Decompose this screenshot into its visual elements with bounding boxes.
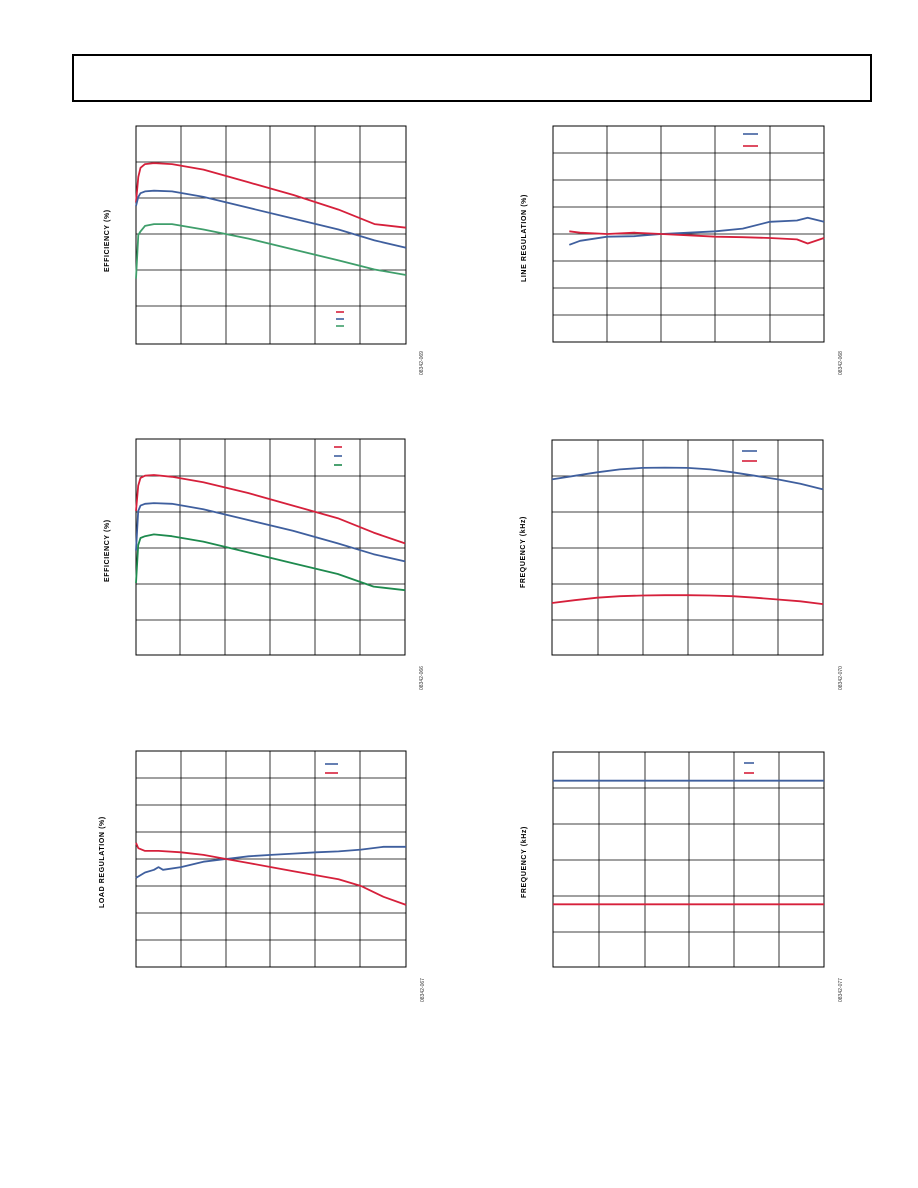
series-line-blue bbox=[568, 216, 825, 246]
plot-frame bbox=[135, 750, 407, 968]
figure-code: 08342-070 bbox=[838, 666, 844, 690]
series-line-red bbox=[135, 162, 407, 229]
y-axis-label: EFFICIENCY (%) bbox=[104, 519, 111, 582]
series-line-blue bbox=[135, 189, 407, 249]
plot-frame bbox=[552, 751, 825, 968]
frequency-chart-1 bbox=[551, 439, 824, 656]
figure-code: 08342-069 bbox=[419, 351, 425, 375]
plot-frame bbox=[135, 125, 407, 345]
figure-code: 08342-066 bbox=[419, 666, 425, 690]
series-line-red bbox=[135, 842, 407, 906]
y-axis-label: EFFICIENCY (%) bbox=[104, 209, 111, 272]
series-line-blue bbox=[551, 466, 824, 491]
figure-code: 08342-077 bbox=[838, 978, 844, 1002]
series-line-blue bbox=[135, 502, 406, 563]
chart-svg bbox=[135, 438, 406, 656]
plot-frame bbox=[552, 125, 825, 343]
y-axis-label: FREQUENCY (kHz) bbox=[520, 516, 527, 588]
chart-svg bbox=[552, 751, 825, 968]
y-axis-label: LOAD REGULATION (%) bbox=[99, 816, 106, 908]
efficiency-chart-2 bbox=[135, 438, 406, 656]
series-line-green_dark bbox=[135, 533, 406, 592]
load-regulation-chart bbox=[135, 750, 407, 968]
frequency-chart-2 bbox=[552, 751, 825, 968]
series-line-red bbox=[551, 594, 824, 605]
line-regulation-chart bbox=[552, 125, 825, 343]
plot-frame bbox=[551, 439, 824, 656]
series-line-green_light bbox=[135, 223, 407, 279]
figure-code: 08342-067 bbox=[420, 978, 426, 1002]
chart-svg bbox=[552, 125, 825, 343]
chart-svg bbox=[135, 125, 407, 345]
efficiency-chart-1 bbox=[135, 125, 407, 345]
page-header-box bbox=[72, 54, 872, 102]
y-axis-label: FREQUENCY (kHz) bbox=[521, 826, 528, 898]
chart-svg bbox=[135, 750, 407, 968]
series-line-red bbox=[135, 474, 406, 545]
figure-code: 08342-068 bbox=[838, 351, 844, 375]
plot-frame bbox=[135, 438, 406, 656]
y-axis-label: LINE REGULATION (%) bbox=[521, 194, 528, 282]
chart-svg bbox=[551, 439, 824, 656]
series-line-red bbox=[569, 230, 825, 245]
series-line-blue bbox=[135, 845, 406, 879]
